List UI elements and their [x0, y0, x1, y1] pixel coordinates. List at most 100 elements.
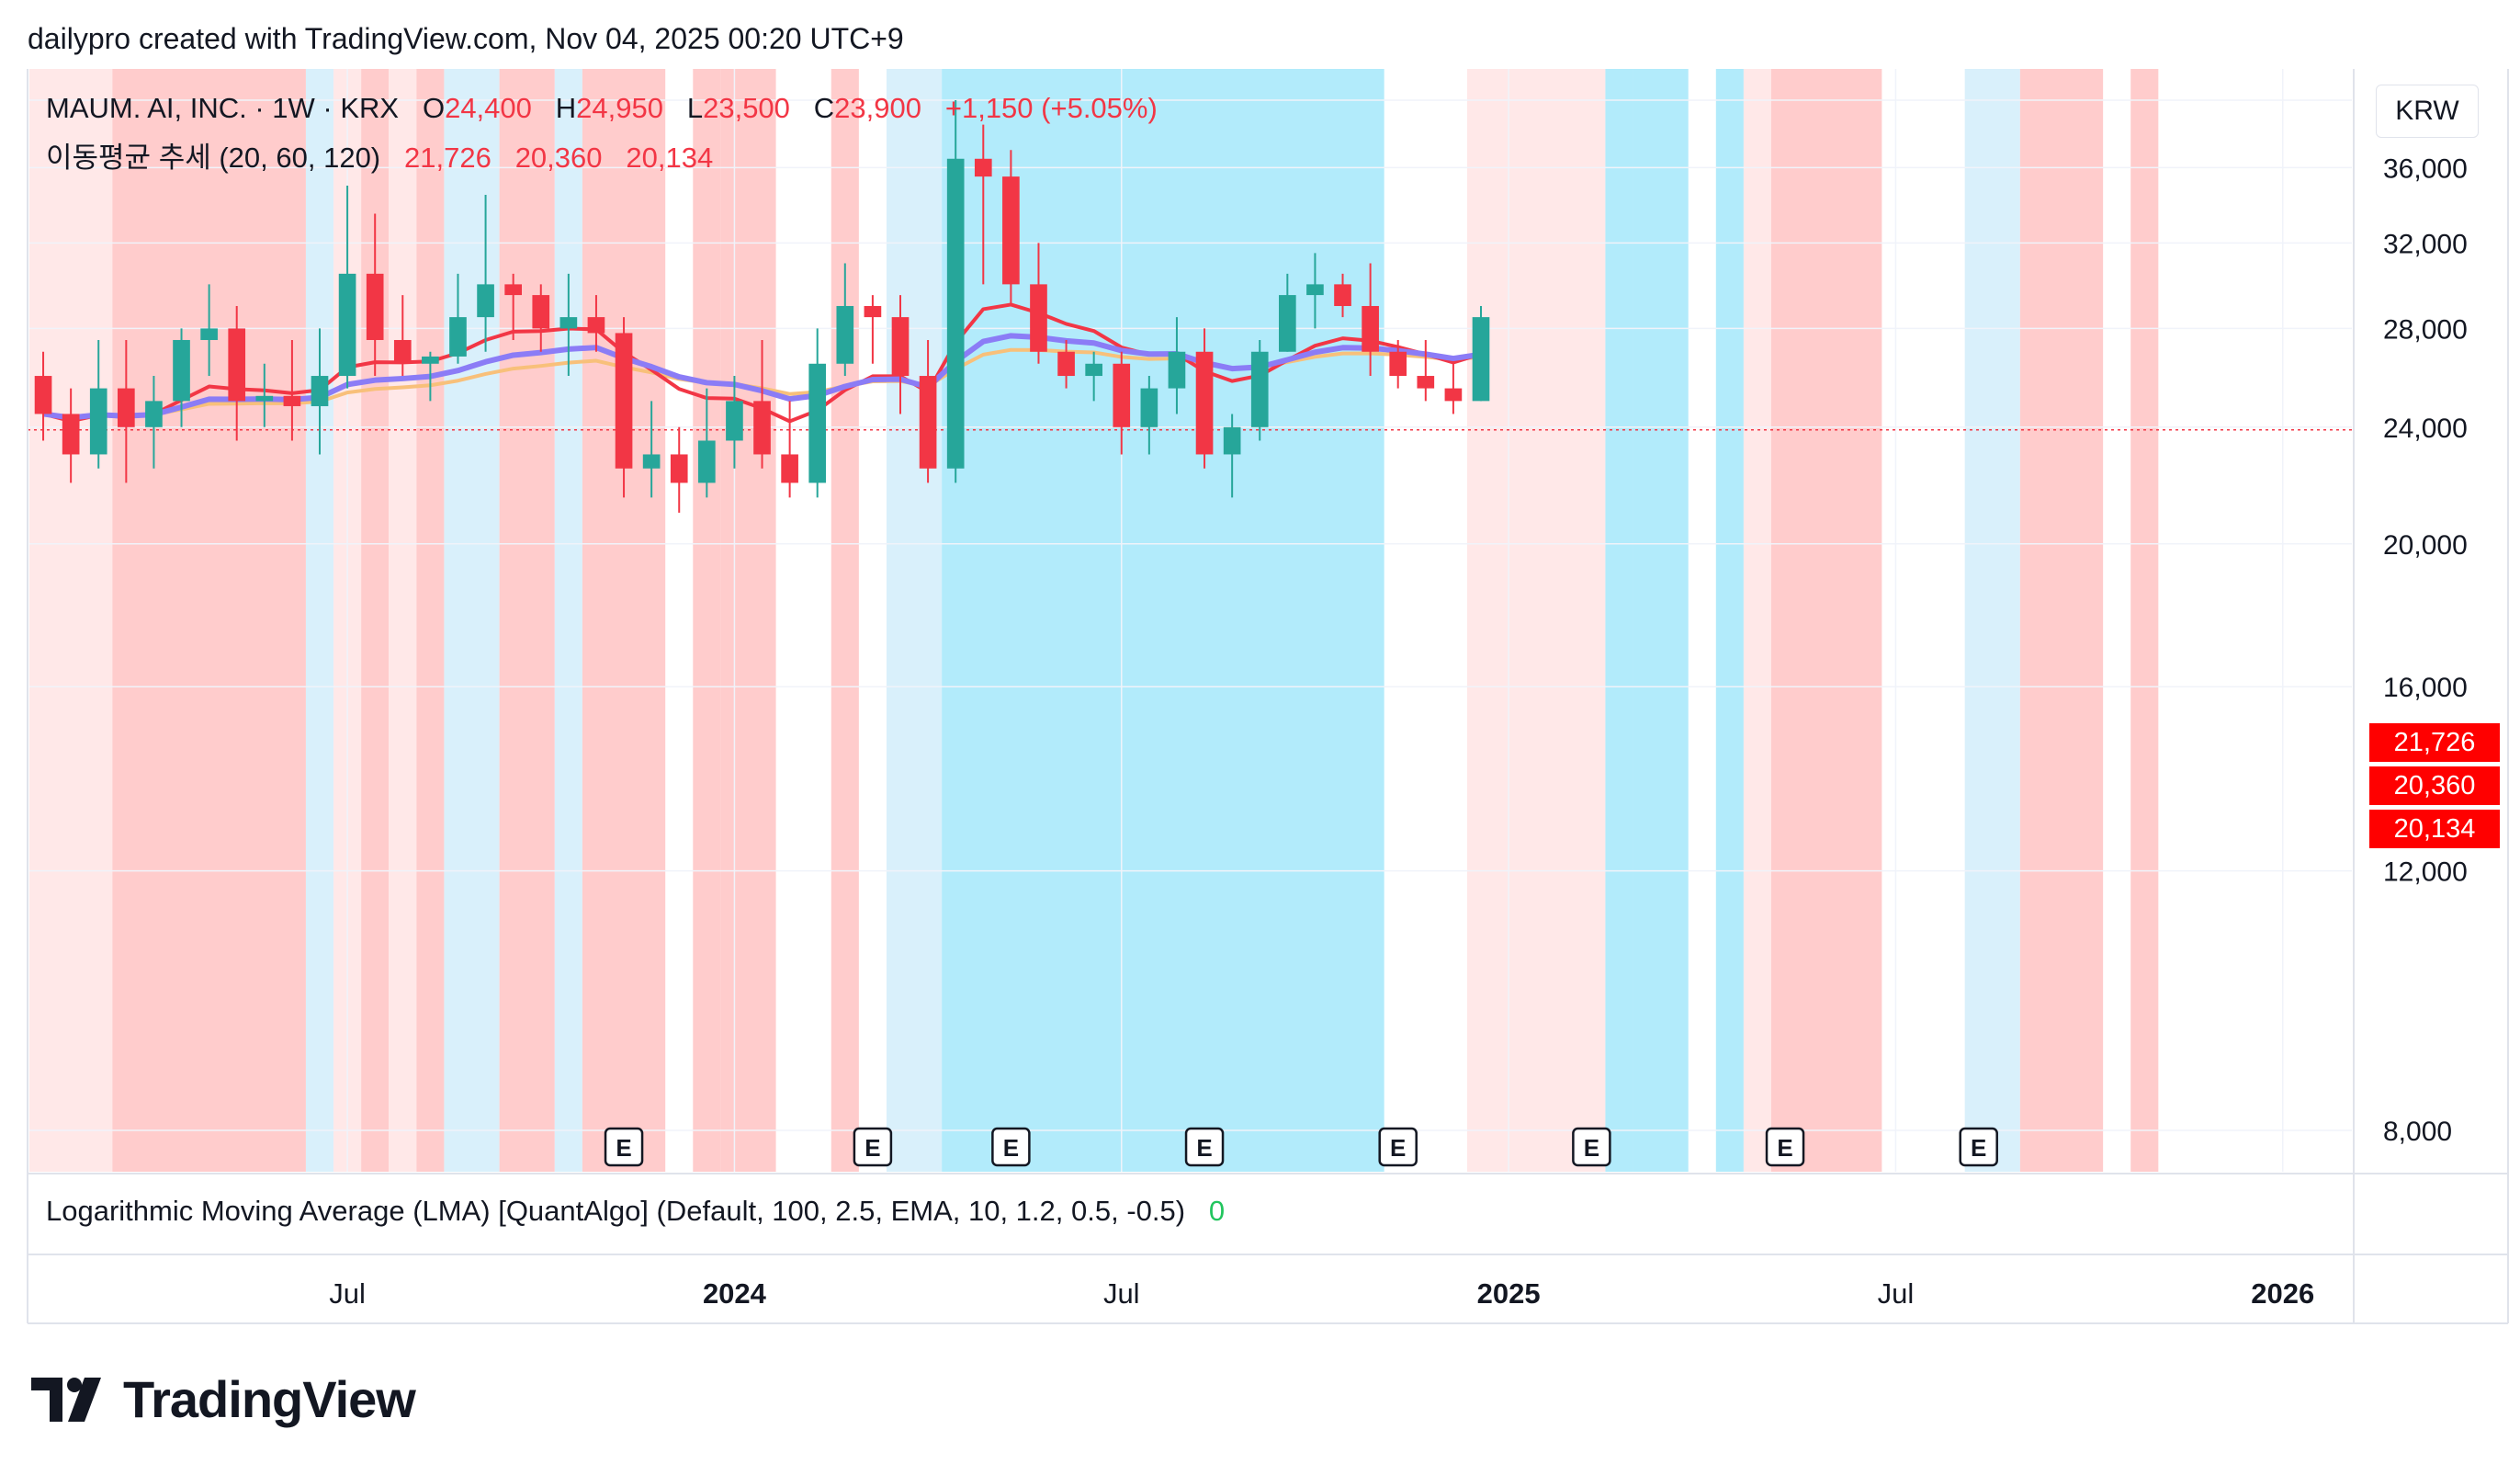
candle-body: [1250, 351, 1269, 427]
x-tick-label: Jul: [1103, 1277, 1140, 1310]
candle-body: [946, 158, 965, 469]
background-zone: [1466, 69, 1606, 1172]
lma-legend[interactable]: Logarithmic Moving Average (LMA) [QuantA…: [46, 1195, 1225, 1228]
candle-body: [781, 454, 798, 483]
candle-body: [532, 295, 550, 329]
ma-value-1: 21,726: [404, 142, 492, 174]
y-tick-label: 8,000: [2383, 1117, 2452, 1147]
candle-body: [89, 388, 107, 455]
candle-body: [1444, 388, 1463, 402]
background-zone: [554, 69, 582, 1172]
background-zone: [499, 69, 555, 1172]
candle-body: [477, 284, 494, 318]
candle-body: [422, 356, 439, 364]
earnings-marker-box: [1572, 1127, 1611, 1167]
candle-body: [670, 454, 688, 483]
background-zones: [29, 69, 2159, 1172]
candle-body: [919, 376, 937, 469]
earnings-marker-box: [1378, 1127, 1418, 1167]
candle-body: [1085, 363, 1102, 377]
y-tick-label: 12,000: [2383, 857, 2468, 888]
background-zone: [720, 69, 776, 1172]
symbol-name: MAUM. AI, INC. · 1W · KRX: [46, 92, 400, 124]
background-zone: [305, 69, 334, 1172]
candle-body: [726, 401, 743, 441]
background-zone: [693, 69, 721, 1172]
candle-body: [311, 376, 329, 406]
candle-body: [698, 440, 716, 483]
background-zone: [1964, 69, 2020, 1172]
x-tick-label: 2026: [2251, 1277, 2314, 1310]
background-zone: [2130, 69, 2159, 1172]
candle-body: [62, 414, 80, 455]
background-zone: [1771, 69, 1882, 1172]
currency-button[interactable]: KRW: [2376, 85, 2479, 138]
earnings-marker-box: [1959, 1127, 1998, 1167]
background-zone: [1715, 69, 1744, 1172]
candle-body: [587, 317, 605, 334]
candle-body: [1140, 388, 1158, 427]
high-value: 24,950: [576, 92, 663, 124]
earnings-marker-label: E: [1777, 1134, 1792, 1162]
candle-body: [34, 376, 52, 414]
candle-body: [1030, 284, 1047, 352]
candle-body: [1417, 376, 1435, 389]
background-zone: [831, 69, 859, 1172]
candle-body: [255, 395, 274, 402]
candle-body: [1389, 351, 1407, 377]
close-label: C: [813, 92, 835, 124]
symbol-legend[interactable]: MAUM. AI, INC. · 1W · KRX O24,400 H24,95…: [46, 92, 1158, 125]
background-zone: [1605, 69, 1633, 1172]
low-value: 23,500: [703, 92, 790, 124]
earnings-marker-box: [1184, 1127, 1225, 1167]
change-value: +1,150 (+5.05%): [944, 92, 1158, 124]
earnings-marker-label: E: [1584, 1134, 1599, 1162]
close-value: 23,900: [834, 92, 921, 124]
y-axis-labels: 8,000 12,000 16,000 20,000 24,000 28,000 32,00…: [2383, 86, 2468, 1147]
candle-body: [808, 363, 827, 483]
tradingview-logo[interactable]: TradingView: [31, 1369, 416, 1429]
background-zone: [582, 69, 666, 1172]
candle-body: [118, 388, 135, 427]
ma-legend[interactable]: 이동평균 추세 (20, 60, 120) 21,726 20,360 20,1…: [46, 134, 713, 176]
y-tick-label: 24,000: [2383, 414, 2468, 444]
candle-body: [1223, 426, 1241, 455]
candle-body: [366, 273, 384, 340]
lma-indicator-name: Logarithmic Moving Average (LMA) [QuantA…: [46, 1195, 1186, 1227]
candle-body: [1195, 351, 1214, 455]
background-zone: [29, 69, 113, 1172]
earnings-marker-box: [991, 1127, 1031, 1167]
x-tick-label: 2024: [703, 1277, 767, 1310]
candle-body: [1113, 363, 1131, 427]
candle-body: [642, 454, 661, 469]
candles: [34, 99, 1490, 513]
background-zone: [2019, 69, 2104, 1172]
candle-body: [836, 305, 854, 364]
candle-body: [1002, 176, 1020, 285]
ma-value-2: 20,360: [514, 142, 603, 174]
y-tick-label: 20,000: [2383, 530, 2468, 561]
background-zone: [416, 69, 445, 1172]
candle-body: [145, 401, 163, 427]
lma-value: 0: [1208, 1195, 1226, 1227]
price-label-ma60: 20,360: [2369, 766, 2500, 805]
candle-body: [974, 158, 992, 177]
earnings-marker-box: [853, 1127, 893, 1167]
tradingview-logo-text: TradingView: [123, 1370, 416, 1428]
candle-body: [1279, 295, 1296, 352]
earnings-marker-label: E: [1390, 1134, 1406, 1162]
x-tick-label: Jul: [1878, 1277, 1915, 1310]
candle-body: [173, 339, 190, 402]
open-value: 24,400: [445, 92, 532, 124]
earnings-marker-label: E: [616, 1134, 631, 1162]
earnings-marker-label: E: [1196, 1134, 1212, 1162]
candle-body: [615, 333, 633, 469]
ma-indicator-name: 이동평균 추세 (20, 60, 120): [46, 142, 381, 174]
high-label: H: [555, 92, 577, 124]
x-axis-labels: Jul 2024 Jul 2025 Jul 2026: [329, 1277, 2314, 1310]
candle-body: [228, 328, 246, 402]
ma-value-3: 20,134: [626, 142, 714, 174]
candle-body: [449, 317, 467, 357]
background-zone: [444, 69, 500, 1172]
